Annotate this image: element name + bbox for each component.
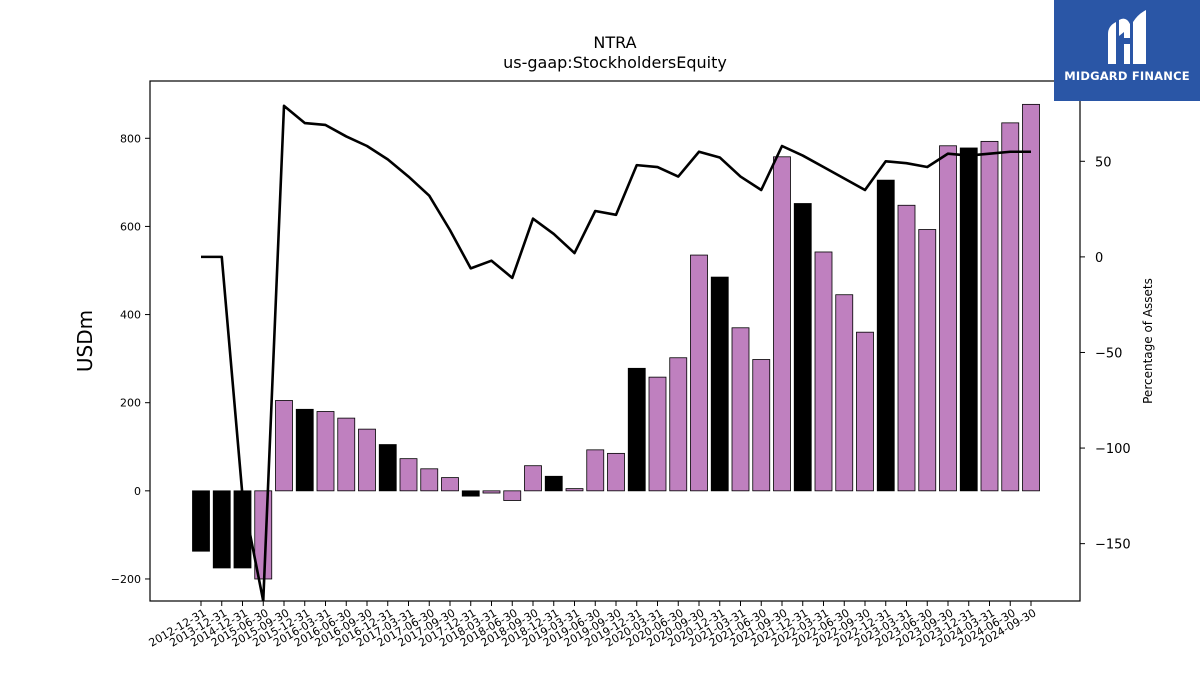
y-axis-left: −200 0 200 400 600 800	[111, 132, 150, 586]
bar-2020-09-30	[690, 254, 708, 492]
plot-frame	[149, 80, 1081, 602]
y-tick-label: 0	[134, 485, 141, 498]
bar-2020-03-31	[648, 376, 667, 492]
bar-2015-12-31	[295, 408, 314, 492]
midgard-m-icon	[1108, 10, 1146, 64]
bar-2016-06-30	[337, 417, 356, 492]
logo-text: MIDGARD FINANCE	[1064, 69, 1190, 83]
bar-2024-06-30	[1001, 122, 1020, 492]
midgard-finance-logo: MIDGARD FINANCE	[1054, 0, 1200, 101]
bar-2023-12-31	[959, 147, 978, 492]
bar-2013-12-31	[212, 490, 231, 569]
y-tick-label: 400	[120, 309, 141, 322]
x-axis: 2012-12-312013-12-312014-12-312015-06-30…	[147, 601, 1039, 650]
bar-2016-12-31	[378, 444, 397, 492]
bar-2017-06-30	[420, 468, 439, 492]
bar-2018-06-30	[503, 490, 522, 501]
bar-2022-03-31	[814, 251, 833, 492]
bar-2018-03-31	[482, 490, 501, 494]
y2-tick-label: 0	[1095, 251, 1103, 266]
bar-2017-03-31	[399, 458, 418, 492]
chart-subtitle: us-gaap:StockholdersEquity	[503, 53, 727, 72]
bar-2017-12-31	[461, 490, 480, 497]
bar-2019-06-30	[586, 449, 605, 492]
bar-2021-06-30	[752, 359, 771, 492]
bar-2019-03-31	[565, 488, 584, 492]
y-axis-label: USDm	[73, 310, 97, 372]
bar-2017-09-30	[441, 477, 459, 492]
y-tick-label: 200	[120, 397, 141, 410]
bar-2020-06-30	[669, 357, 688, 492]
bar-series	[192, 103, 1040, 580]
y2-tick-label: 50	[1095, 155, 1112, 170]
bar-2019-09-30	[607, 452, 625, 492]
bar-2015-09-30	[275, 400, 293, 492]
bar-2018-09-30	[524, 465, 542, 492]
bar-2019-12-31	[627, 367, 646, 492]
y2-tick-label: −100	[1095, 442, 1131, 457]
line-percentage-of-assets	[201, 104, 1031, 601]
y-tick-label: −200	[111, 573, 141, 586]
y2-axis-label: Percentage of Assets	[1141, 278, 1155, 404]
bar-2018-12-31	[544, 475, 563, 492]
bar-2021-09-30	[773, 156, 791, 492]
bar-2022-06-30	[835, 294, 854, 492]
bar-2016-09-30	[358, 428, 376, 492]
bar-2016-03-31	[316, 411, 335, 492]
bar-2024-03-31	[980, 140, 999, 492]
bar-2021-12-31	[793, 203, 812, 492]
bar-2012-12-31	[192, 490, 210, 552]
bar-2020-12-31	[710, 276, 729, 492]
y-tick-label: 600	[120, 220, 141, 233]
y2-tick-label: −50	[1095, 346, 1122, 361]
y2-tick-label: −150	[1095, 538, 1131, 553]
bar-2023-03-31	[897, 204, 916, 492]
y-tick-label: 800	[120, 132, 141, 145]
line-series	[201, 104, 1031, 601]
bar-2024-09-30	[1022, 103, 1040, 492]
bar-2023-09-30	[939, 145, 957, 492]
bar-2022-12-31	[876, 179, 895, 492]
chart-title: NTRA	[593, 33, 636, 52]
bar-2021-03-31	[731, 327, 750, 492]
bar-2022-09-30	[856, 331, 874, 492]
bar-2023-06-30	[918, 229, 937, 492]
y-axis-right: −150 −100 −50 0 50	[1080, 155, 1131, 553]
